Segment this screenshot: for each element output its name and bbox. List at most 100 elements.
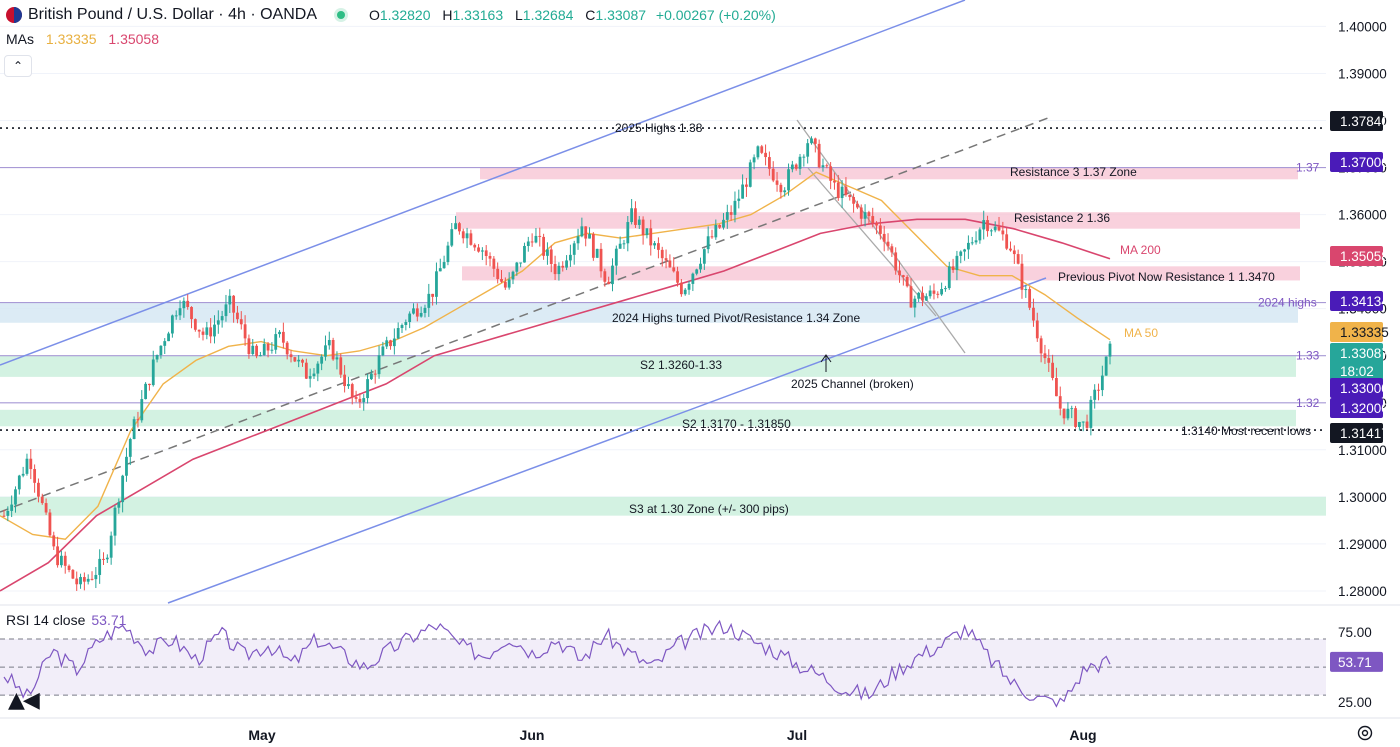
tradingview-logo-icon[interactable]: ▲◀ bbox=[8, 688, 40, 713]
time-tick-label: Jun bbox=[520, 727, 545, 743]
candle-body bbox=[982, 220, 986, 230]
candle-body bbox=[871, 216, 875, 223]
candle-body bbox=[1035, 320, 1039, 339]
candle-body bbox=[281, 331, 285, 343]
candle-body bbox=[806, 143, 810, 157]
candle-body bbox=[289, 354, 293, 358]
candle-body bbox=[576, 236, 580, 244]
candle-body bbox=[901, 275, 905, 277]
zone-label: Resistance 3 1.37 Zone bbox=[1010, 165, 1137, 179]
candle-body bbox=[335, 357, 339, 360]
candle-body bbox=[492, 258, 496, 269]
candle-body bbox=[82, 577, 86, 582]
candle-body bbox=[549, 249, 553, 264]
candle-body bbox=[79, 577, 82, 585]
candle-body bbox=[500, 278, 503, 282]
open-label: O bbox=[368, 7, 380, 23]
candle-body bbox=[798, 156, 802, 169]
candle-body bbox=[859, 207, 863, 219]
candle-body bbox=[913, 298, 917, 308]
zone-label: S3 at 1.30 Zone (+/- 300 pips) bbox=[629, 502, 789, 516]
candle-body bbox=[431, 293, 435, 297]
price-badge-label: 1.33087 bbox=[1340, 346, 1389, 361]
candle-body bbox=[415, 308, 419, 317]
candle-body bbox=[270, 349, 274, 351]
candle-body bbox=[1074, 408, 1077, 427]
candle-body bbox=[764, 152, 767, 158]
market-open-icon bbox=[336, 11, 345, 19]
candle-body bbox=[255, 345, 258, 357]
moving-averages bbox=[0, 171, 1111, 592]
zone-resistance bbox=[462, 266, 1300, 281]
candle-body bbox=[259, 355, 262, 357]
candle-body bbox=[817, 143, 821, 168]
candle-body bbox=[989, 230, 993, 232]
candle-body bbox=[725, 212, 729, 220]
candle-body bbox=[423, 307, 427, 313]
candle-body bbox=[634, 208, 637, 225]
candle-body bbox=[745, 184, 748, 187]
candle-body bbox=[438, 268, 442, 272]
candle-body bbox=[167, 333, 170, 342]
candle-body bbox=[251, 345, 255, 354]
price-badge-label: 1.31417 bbox=[1340, 426, 1389, 441]
gear-icon[interactable] bbox=[1356, 724, 1374, 742]
candle-body bbox=[396, 328, 400, 339]
candle-body bbox=[71, 569, 75, 579]
channel-upper-line bbox=[0, 0, 966, 366]
candle-body bbox=[102, 558, 105, 560]
symbol-title[interactable]: British Pound / U.S. Dollar · 4h · OANDA bbox=[28, 6, 317, 23]
candle-body bbox=[25, 458, 29, 474]
time-tick-label: Aug bbox=[1069, 727, 1096, 743]
high-label: H bbox=[442, 7, 453, 23]
candle-body bbox=[630, 208, 634, 223]
candle-body bbox=[848, 194, 852, 198]
price-badge-label: 1.33000 bbox=[1340, 381, 1389, 396]
candle-body bbox=[186, 300, 190, 307]
candle-body bbox=[366, 379, 369, 399]
candle-body bbox=[496, 268, 500, 279]
candle-body bbox=[197, 329, 201, 332]
time-axis[interactable]: May Jun Jul Aug bbox=[0, 717, 1400, 743]
price-badge bbox=[1330, 322, 1383, 342]
candle-body bbox=[304, 362, 308, 379]
candle-body bbox=[649, 228, 653, 246]
candle-body bbox=[852, 197, 855, 204]
candle-body bbox=[844, 186, 848, 195]
candle-body bbox=[63, 555, 67, 566]
candle-body bbox=[1016, 254, 1020, 264]
candle-body bbox=[821, 165, 825, 168]
candle-body bbox=[534, 235, 538, 243]
candlesticks bbox=[2, 136, 1112, 591]
candle-body bbox=[201, 331, 205, 335]
candle-body bbox=[60, 555, 63, 566]
candle-body bbox=[377, 355, 381, 375]
candle-body bbox=[867, 212, 871, 217]
candle-body bbox=[343, 374, 347, 387]
candle-body bbox=[389, 340, 392, 347]
candle-body bbox=[760, 146, 764, 153]
candle-body bbox=[408, 313, 412, 323]
candle-body bbox=[894, 252, 898, 271]
candle-body bbox=[691, 273, 695, 284]
candle-body bbox=[14, 489, 17, 505]
candle-body bbox=[56, 546, 59, 566]
candle-body bbox=[1100, 375, 1104, 391]
candle-body bbox=[404, 322, 408, 326]
candle-body bbox=[607, 281, 611, 285]
zone-label: S2 1.3260-1.33 bbox=[640, 358, 722, 372]
rsi-legend[interactable]: RSI 14 close 53.71 bbox=[6, 612, 126, 628]
candle-body bbox=[461, 231, 465, 239]
candle-body bbox=[626, 222, 630, 244]
mas-legend[interactable]: MAs 1.33335 1.35058 bbox=[6, 31, 159, 47]
candle-body bbox=[140, 399, 144, 421]
price-tick-label: 1.30000 bbox=[1338, 490, 1387, 505]
candle-body bbox=[515, 262, 519, 272]
candle-body bbox=[986, 220, 989, 232]
price-tick-label: 1.28000 bbox=[1338, 584, 1387, 599]
candle-body bbox=[1070, 408, 1074, 410]
candle-body bbox=[771, 168, 775, 181]
candle-body bbox=[1024, 289, 1028, 291]
chevron-up-icon[interactable]: ⌃ bbox=[4, 55, 32, 77]
